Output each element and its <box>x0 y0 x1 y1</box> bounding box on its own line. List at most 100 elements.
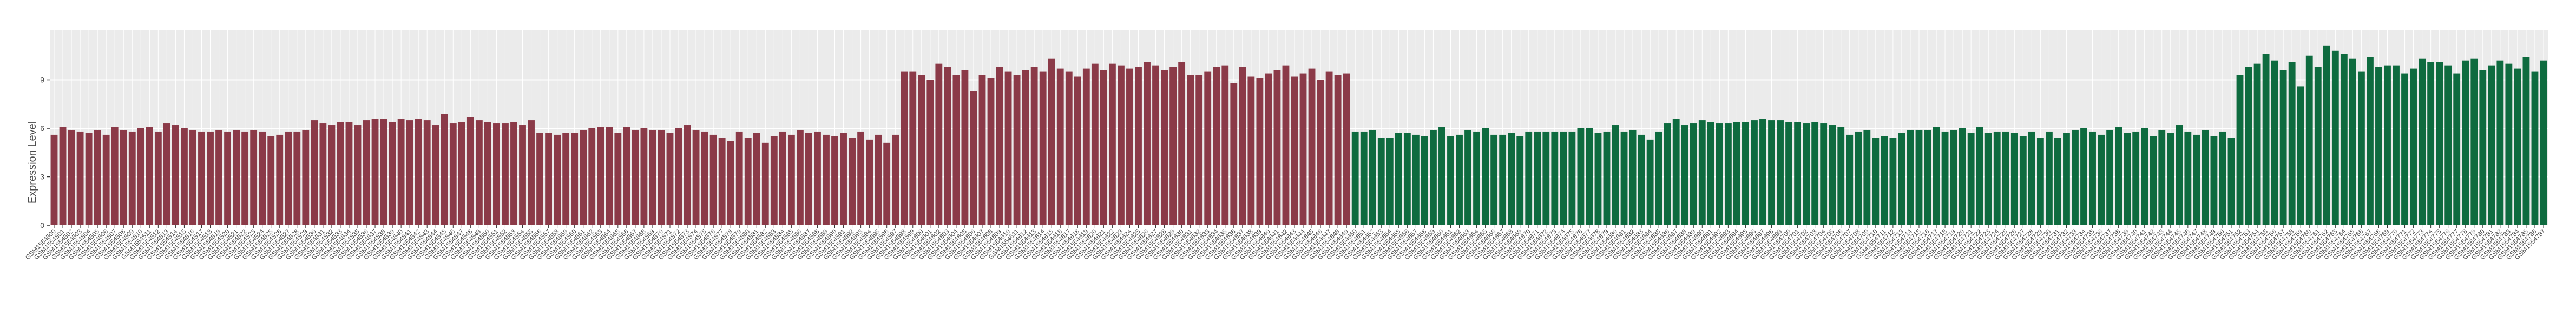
bar <box>1872 138 1880 225</box>
bar <box>857 131 865 225</box>
bar <box>285 131 292 225</box>
bar <box>805 133 812 225</box>
bar <box>2054 138 2061 225</box>
bar <box>1672 119 1680 225</box>
bar <box>970 91 977 225</box>
bar <box>554 134 561 225</box>
bar <box>2419 58 2426 225</box>
bar <box>68 129 75 225</box>
bar <box>2036 138 2044 225</box>
bar <box>1984 133 1992 225</box>
bar <box>614 133 622 225</box>
bar <box>1152 65 1159 226</box>
bar <box>909 71 917 225</box>
bar <box>276 134 284 225</box>
bar <box>1438 127 1445 225</box>
bar <box>2002 131 2009 225</box>
bar <box>1178 62 1186 225</box>
bar <box>709 134 717 225</box>
bar <box>1638 134 1645 225</box>
bar <box>2496 60 2504 226</box>
bar <box>1690 123 1697 225</box>
bar <box>831 136 838 225</box>
bar <box>1785 122 1792 225</box>
bar <box>892 134 899 225</box>
bar <box>2453 73 2461 226</box>
bar <box>866 139 873 225</box>
bar <box>397 119 405 225</box>
bar <box>2028 131 2035 225</box>
bar <box>1794 122 1802 225</box>
bar <box>2253 63 2261 225</box>
bar <box>2236 75 2244 226</box>
bar <box>1308 68 1316 225</box>
bar <box>1412 134 1420 225</box>
bar <box>814 131 821 225</box>
bar <box>1022 70 1029 225</box>
bar <box>432 125 439 225</box>
bar <box>1620 131 1628 225</box>
bar <box>1603 131 1611 225</box>
bar <box>2227 138 2235 225</box>
bar <box>1525 131 1533 225</box>
bar <box>1343 73 1350 226</box>
bar <box>2531 71 2539 225</box>
bar <box>1863 129 1871 225</box>
bar <box>2158 129 2166 225</box>
bar <box>1195 75 1203 226</box>
bar <box>597 127 604 225</box>
bar <box>1551 131 1559 225</box>
bar <box>1889 138 1897 225</box>
bar <box>146 127 153 225</box>
bar <box>1577 128 1585 225</box>
bar <box>354 125 362 225</box>
bar <box>1508 133 1515 225</box>
bar <box>1317 80 1324 225</box>
bar <box>233 129 240 225</box>
bar <box>267 136 275 225</box>
bar <box>1655 131 1662 225</box>
bar <box>2357 71 2365 225</box>
bar <box>111 127 119 225</box>
bar <box>484 122 491 225</box>
bar <box>718 138 726 225</box>
bar <box>1568 131 1576 225</box>
bar <box>1811 122 1819 225</box>
bar <box>952 75 960 226</box>
bar <box>2427 62 2435 225</box>
bar <box>1594 133 1602 225</box>
bar <box>1247 76 1255 225</box>
bar <box>1924 129 1931 225</box>
bar <box>961 70 969 225</box>
bar <box>207 131 214 225</box>
bar <box>2279 70 2287 225</box>
bar <box>796 129 804 225</box>
bar <box>666 133 674 225</box>
bar <box>1933 127 1940 225</box>
bar <box>883 142 891 225</box>
bar <box>606 127 613 225</box>
bar <box>1534 131 1541 225</box>
bar <box>1516 136 1524 225</box>
bar <box>787 134 795 225</box>
bar <box>406 120 413 225</box>
y-axis-title: Expression Level <box>27 121 38 204</box>
bar <box>2045 131 2053 225</box>
bar <box>2176 125 2183 225</box>
bar <box>215 129 222 225</box>
bar <box>1048 58 1055 225</box>
bar <box>2393 65 2400 226</box>
bar <box>1751 120 1758 225</box>
bar <box>458 122 465 225</box>
bar <box>944 67 951 225</box>
bar <box>1716 123 1723 225</box>
bar <box>649 129 656 225</box>
bar <box>319 123 327 225</box>
bar <box>1777 120 1784 225</box>
bar <box>675 128 682 225</box>
bar <box>2314 67 2322 225</box>
bar <box>137 128 144 225</box>
bar <box>259 131 266 225</box>
bar <box>2132 131 2140 225</box>
